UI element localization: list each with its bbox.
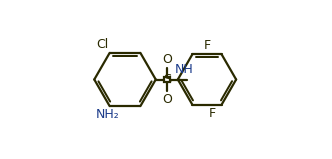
Text: O: O — [162, 93, 172, 106]
Text: F: F — [208, 107, 216, 120]
Text: F: F — [204, 39, 210, 52]
Text: S: S — [163, 73, 171, 86]
Text: O: O — [162, 53, 172, 66]
Text: NH₂: NH₂ — [96, 108, 120, 121]
Text: NH: NH — [175, 62, 194, 76]
Bar — [164, 77, 170, 82]
Text: Cl: Cl — [96, 38, 108, 51]
